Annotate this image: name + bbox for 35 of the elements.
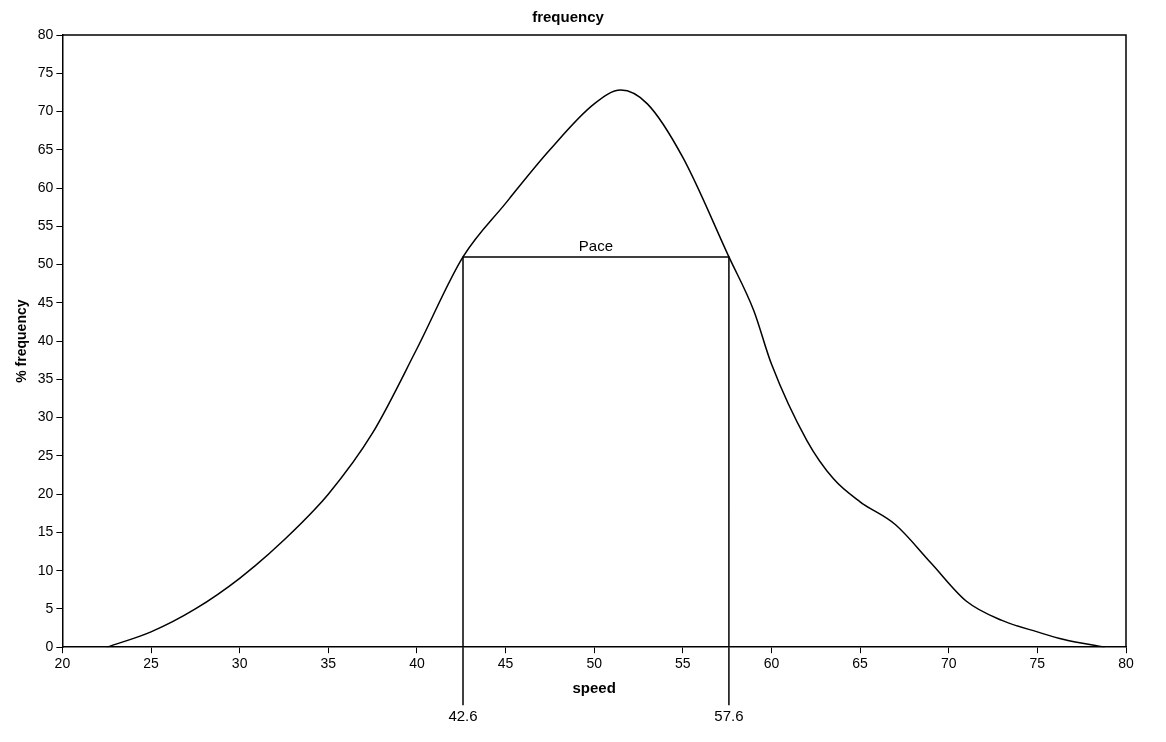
x-tick-label: 25 <box>143 655 159 672</box>
annotation: 57.6 <box>714 706 744 724</box>
y-tick-label: 40 <box>37 331 54 348</box>
x-tick-label: 70 <box>940 655 957 672</box>
x-axis-title: speed <box>572 679 616 697</box>
x-tick-label: 50 <box>586 655 603 672</box>
annotation: Pace <box>578 236 614 254</box>
y-tick-label: 20 <box>37 485 54 502</box>
x-tick-label: 75 <box>1029 655 1046 672</box>
y-tick-label: 50 <box>37 255 54 272</box>
y-tick-label: 80 <box>37 25 54 42</box>
y-tick-label: 0 <box>45 638 54 655</box>
y-tick-label: 5 <box>45 599 54 616</box>
x-tick-label: 65 <box>852 655 869 672</box>
chart-title: frequency <box>532 8 605 26</box>
y-tick-label: 55 <box>37 217 54 234</box>
x-tick-label: 45 <box>497 655 514 672</box>
y-tick-label: 15 <box>37 523 54 540</box>
y-tick-label: 25 <box>37 446 54 463</box>
x-tick-label: 40 <box>409 655 425 672</box>
y-tick-label: 10 <box>37 561 54 578</box>
y-tick-label: 45 <box>37 293 54 310</box>
y-tick-label: 60 <box>37 178 54 195</box>
x-tick-label: 35 <box>320 655 337 672</box>
y-tick-label: 30 <box>37 408 54 425</box>
annotation: 42.6 <box>448 706 478 724</box>
x-tick-label: 55 <box>675 655 691 672</box>
x-tick-label: 80 <box>1118 655 1134 672</box>
x-tick-label: 30 <box>231 655 248 672</box>
y-tick-label: 70 <box>37 102 54 119</box>
y-tick-label: 75 <box>37 64 54 81</box>
x-tick-label: 60 <box>763 655 780 672</box>
y-tick-label: 35 <box>37 370 54 387</box>
y-tick-label: 65 <box>37 140 54 157</box>
y-axis-title: % frequency <box>13 299 30 383</box>
